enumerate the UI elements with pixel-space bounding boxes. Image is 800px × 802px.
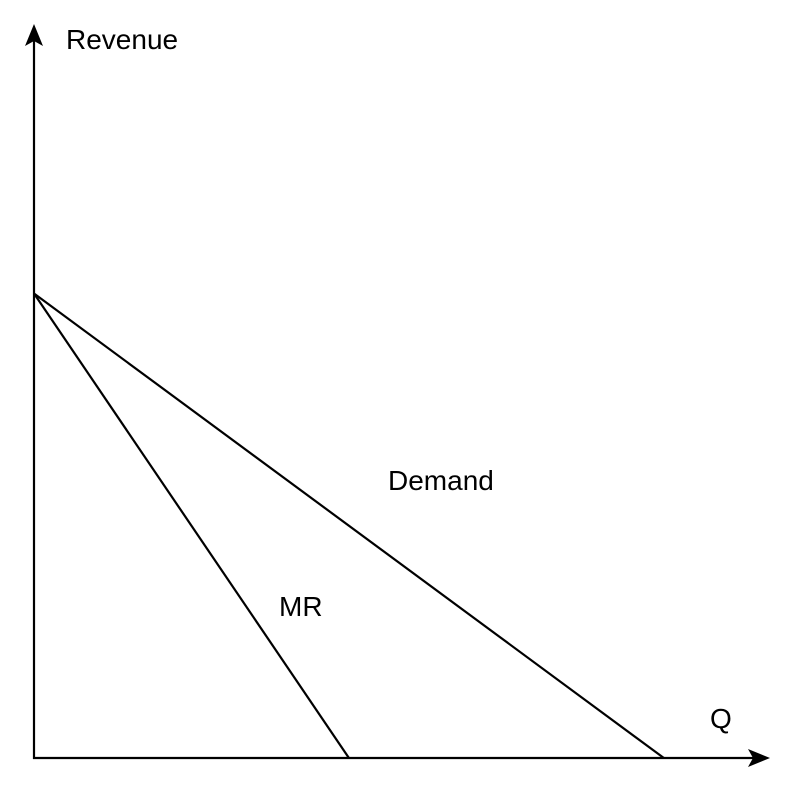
demand-curve	[33, 292, 665, 759]
x-axis-arrowhead	[748, 749, 770, 767]
x-axis-label: Q	[710, 703, 732, 734]
mr-curve	[33, 292, 350, 759]
axes	[25, 24, 770, 767]
curves	[33, 292, 665, 759]
y-axis-arrowhead	[25, 24, 43, 46]
y-axis-label: Revenue	[66, 24, 178, 55]
demand-label: Demand	[388, 465, 494, 496]
mr-label: MR	[279, 591, 323, 622]
